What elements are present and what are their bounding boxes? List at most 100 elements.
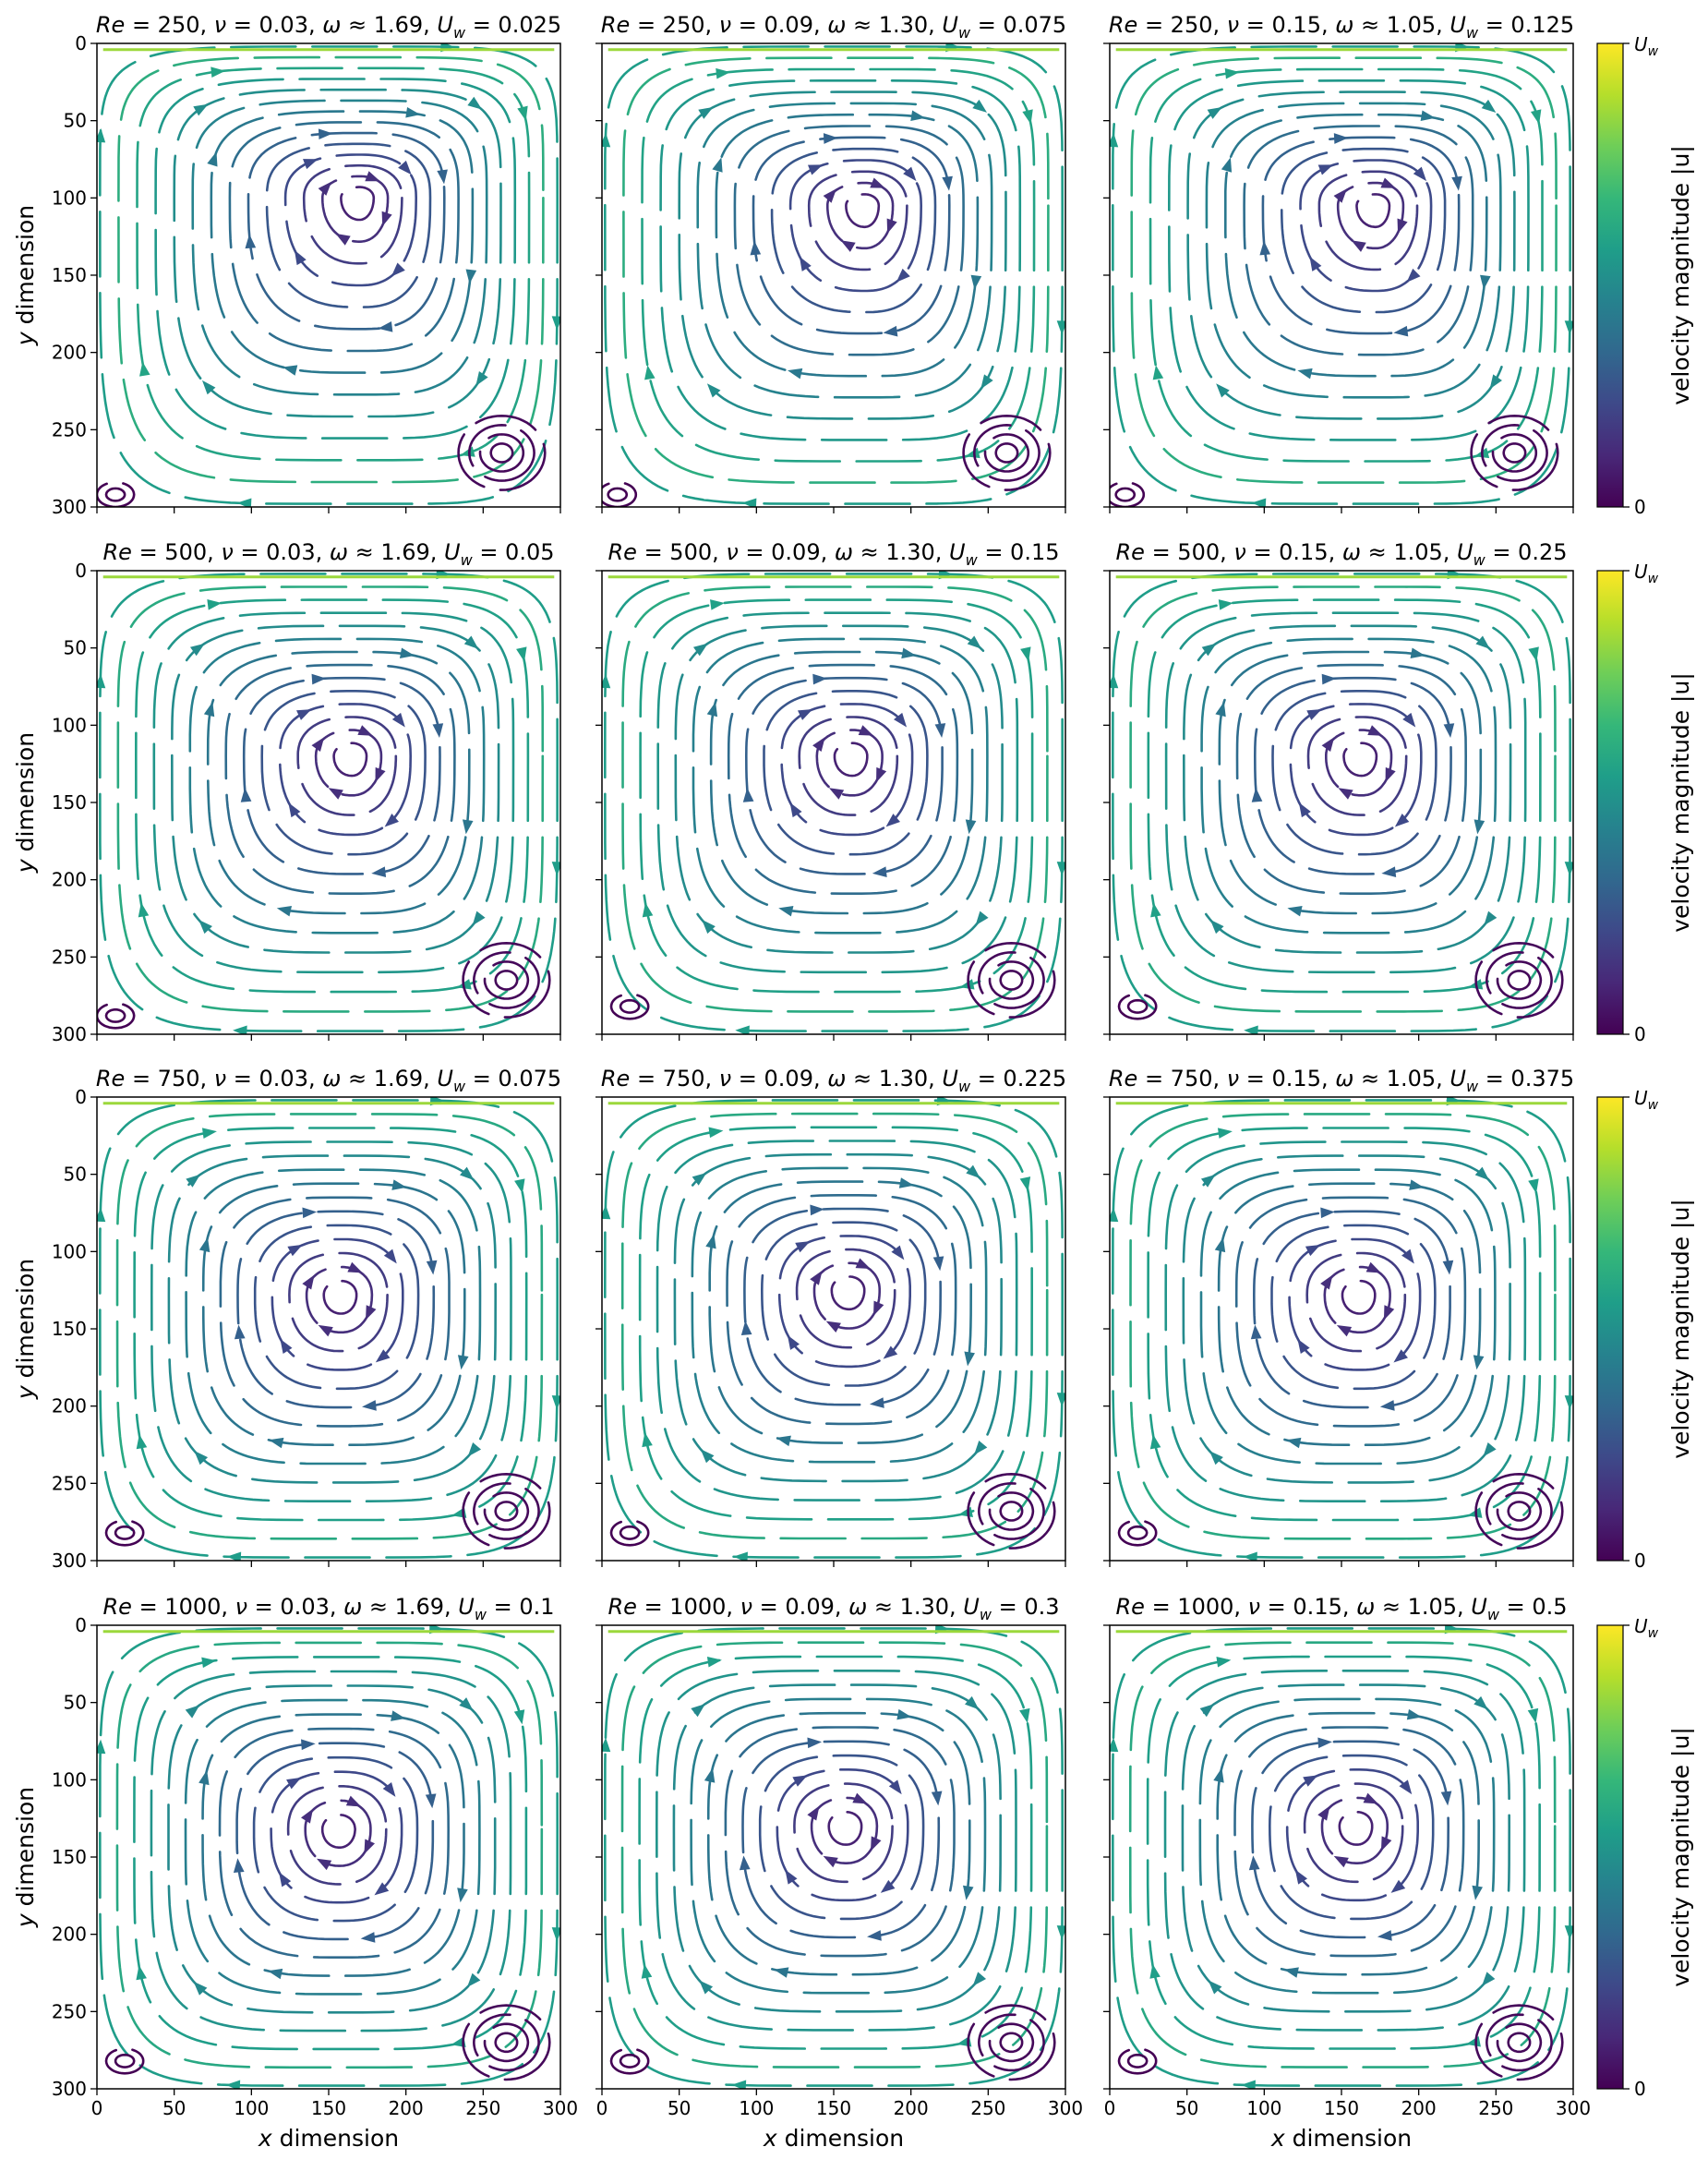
streamline-loop: [655, 1670, 1017, 2032]
x-tick-label: 50: [1175, 2097, 1198, 2119]
secondary-eddy: [972, 423, 1040, 482]
streamline-loop: [752, 136, 951, 335]
streamline-loop: [674, 624, 1004, 954]
streamline-loop: [340, 186, 376, 222]
panel-re750-nu0.09: Re = 750, ν = 0.09, ω ≈ 1.30, Uw = 0.225: [595, 1066, 1066, 1567]
streamline-loop: [185, 1168, 482, 1465]
streamline-loop: [1253, 676, 1452, 875]
flow-arrow: [1333, 188, 1348, 203]
flow-arrow: [1440, 1791, 1452, 1806]
streamline-loop: [1200, 637, 1498, 935]
flow-arrow: [1019, 1707, 1030, 1724]
flow-arrow: [705, 1234, 716, 1249]
flow-arrow: [1473, 1355, 1485, 1370]
streamlines: [602, 571, 1065, 1034]
streamline-loop: [1306, 716, 1408, 816]
secondary-eddy: [967, 941, 1056, 1019]
flow-arrow: [932, 1256, 944, 1272]
flow-arrow: [644, 365, 656, 380]
panel-title: Re = 1000, ν = 0.09, ω ≈ 1.30, Uw = 0.3: [607, 1594, 1059, 1623]
flow-arrow: [514, 1178, 525, 1194]
flow-arrow: [1250, 1324, 1262, 1340]
corner-eddy: [114, 1525, 136, 1540]
streamline-loop: [1268, 1754, 1435, 1921]
flow-arrow: [1208, 1980, 1222, 1995]
flow-arrow: [303, 159, 319, 170]
streamline-loop: [743, 1207, 943, 1406]
flow-arrow: [840, 240, 856, 252]
flow-arrow: [391, 262, 405, 277]
streamline-loop: [641, 67, 1036, 463]
flow-arrow: [898, 1177, 914, 1188]
x-tick-label: 300: [1556, 2097, 1591, 2119]
flow-arrow: [136, 1965, 147, 1981]
flow-arrow: [1393, 325, 1409, 337]
streamline-loop: [218, 1727, 451, 1959]
colorbar: Uw 0 velocity magnitude |u|: [1596, 1087, 1694, 1572]
streamline-loop: [1149, 67, 1544, 463]
flow-arrow: [357, 725, 373, 736]
corner-eddy: [104, 1007, 126, 1023]
streamline-loop: [1163, 1670, 1526, 2032]
flow-arrow: [785, 1869, 798, 1885]
secondary-eddy: [1502, 442, 1527, 464]
flow-arrow: [1303, 1775, 1318, 1787]
secondary-eddy: [1480, 423, 1548, 482]
y-tick-label: 200: [52, 1924, 87, 1946]
streamline-loop: [154, 78, 517, 440]
flow-arrow: [391, 1710, 406, 1721]
flow-arrow: [1480, 274, 1491, 290]
streamline-loop: [1218, 650, 1483, 915]
x-tick-label: 150: [1324, 2097, 1359, 2119]
flow-arrow: [328, 788, 343, 800]
flow-arrow: [1413, 166, 1427, 182]
flow-arrow: [318, 1324, 333, 1337]
flow-arrow: [311, 673, 327, 685]
streamline-loop: [777, 1235, 911, 1369]
flow-arrow: [823, 133, 838, 144]
y-tick-label: 50: [64, 110, 87, 132]
flow-arrow: [901, 647, 917, 659]
streamline-loop: [620, 1641, 1049, 2069]
y-tick-label: 100: [52, 1768, 87, 1791]
axes-frame: [1109, 570, 1574, 1035]
secondary-eddy: [494, 1501, 519, 1522]
panel-title: Re = 750, ν = 0.15, ω ≈ 1.05, Uw = 0.375: [1109, 1066, 1574, 1095]
secondary-eddy: [462, 2004, 551, 2081]
streamline-loop: [1186, 90, 1516, 420]
streamline-loop: [780, 703, 914, 837]
flow-arrow: [391, 1179, 407, 1190]
flow-arrow: [516, 646, 527, 662]
secondary-eddy: [467, 423, 535, 482]
x-axis-label: x dimension: [1270, 2125, 1412, 2152]
flow-arrow: [426, 1260, 438, 1275]
flow-arrow: [883, 325, 898, 337]
colorbar-bottom-label: 0: [1634, 1550, 1646, 1572]
flow-arrow: [283, 365, 298, 376]
y-tick-label: 300: [52, 496, 87, 518]
y-tick-label: 150: [52, 791, 87, 814]
streamline-loop: [1289, 703, 1423, 837]
streamline-loop: [603, 573, 1064, 1032]
flow-arrow: [1309, 256, 1322, 271]
panel-title: Re = 750, ν = 0.03, ω ≈ 1.69, Uw = 0.075: [96, 1066, 561, 1095]
streamline-loop: [639, 598, 1034, 994]
flow-arrow: [1380, 177, 1396, 188]
flow-arrow: [870, 177, 885, 188]
flow-arrow: [391, 712, 405, 728]
flow-arrow: [296, 709, 312, 720]
streamline-loop: [827, 1810, 863, 1846]
streamline-loop: [672, 1683, 1003, 2013]
flow-arrow: [374, 1882, 390, 1896]
y-tick-label: 100: [52, 714, 87, 736]
flow-arrow: [198, 919, 212, 935]
x-tick-label: 0: [1104, 2097, 1116, 2119]
flow-arrow: [964, 1351, 975, 1367]
streamline-loop: [1199, 1168, 1497, 1465]
flow-arrow: [375, 766, 386, 783]
secondary-eddy: [988, 1491, 1035, 1531]
y-tick-label: 150: [52, 1846, 87, 1868]
y-axis-label: y dimension: [12, 205, 39, 346]
